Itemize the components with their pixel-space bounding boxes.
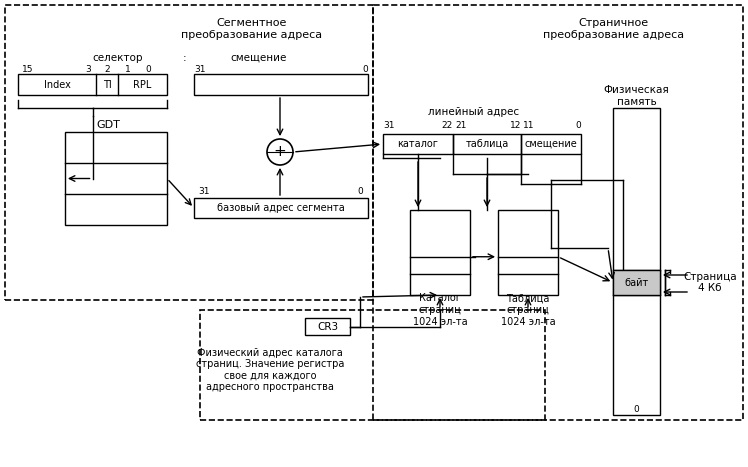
Bar [383, 134, 453, 154]
Bar [613, 108, 660, 415]
Text: байт: байт [625, 277, 649, 288]
Bar [521, 134, 581, 154]
Text: Сегментное
преобразование адреса: Сегментное преобразование адреса [182, 18, 322, 40]
Text: Физическая
память: Физическая память [604, 85, 669, 107]
Text: 31: 31 [383, 121, 394, 130]
Text: +: + [274, 144, 286, 160]
Text: линейный адрес: линейный адрес [428, 107, 519, 117]
Text: 15: 15 [22, 65, 34, 75]
Text: смещение: смещение [524, 139, 577, 149]
Text: 22: 22 [442, 121, 453, 130]
Bar [65, 132, 167, 225]
Text: смещение: смещение [230, 53, 286, 63]
Text: GDT: GDT [96, 120, 120, 130]
Bar [18, 74, 167, 95]
Text: 1: 1 [125, 65, 131, 75]
Bar [410, 210, 470, 295]
Text: TI: TI [102, 79, 111, 90]
Text: базовый адрес сегмента: базовый адрес сегмента [217, 203, 345, 213]
Text: селектор: селектор [93, 53, 144, 63]
Bar [194, 198, 368, 218]
Bar [305, 318, 350, 335]
Text: Физический адрес каталога
страниц. Значение регистра
свое для каждого
адресного : Физический адрес каталога страниц. Значе… [196, 347, 344, 392]
Bar [498, 210, 558, 295]
Text: 0: 0 [362, 65, 368, 75]
Bar [200, 310, 545, 420]
Bar [5, 5, 373, 300]
Text: CR3: CR3 [317, 321, 338, 332]
Text: Страничное
преобразование адреса: Страничное преобразование адреса [543, 18, 684, 40]
Text: 31: 31 [194, 65, 206, 75]
Text: Каталог
страниц
1024 эл-та: Каталог страниц 1024 эл-та [413, 293, 468, 326]
Text: 2: 2 [104, 65, 110, 75]
Text: Index: Index [43, 79, 70, 90]
Text: каталог: каталог [398, 139, 438, 149]
Text: 0: 0 [358, 187, 363, 197]
Bar [194, 74, 368, 95]
Text: 3: 3 [85, 65, 91, 75]
Text: RPL: RPL [133, 79, 152, 90]
Bar [373, 5, 743, 420]
Text: Таблица
страниц
1024 эл-та: Таблица страниц 1024 эл-та [500, 293, 555, 326]
Text: 0: 0 [575, 121, 581, 130]
Text: 0: 0 [145, 65, 151, 75]
Text: 0: 0 [634, 405, 640, 415]
Text: :: : [183, 53, 187, 63]
Text: таблица: таблица [465, 139, 509, 149]
Text: Страница
4 Кб: Страница 4 Кб [683, 272, 737, 293]
Bar [453, 134, 521, 154]
Text: 21: 21 [455, 121, 466, 130]
Text: 11: 11 [523, 121, 535, 130]
Text: 31: 31 [198, 187, 209, 197]
Text: 12: 12 [509, 121, 521, 130]
Bar [613, 270, 660, 295]
